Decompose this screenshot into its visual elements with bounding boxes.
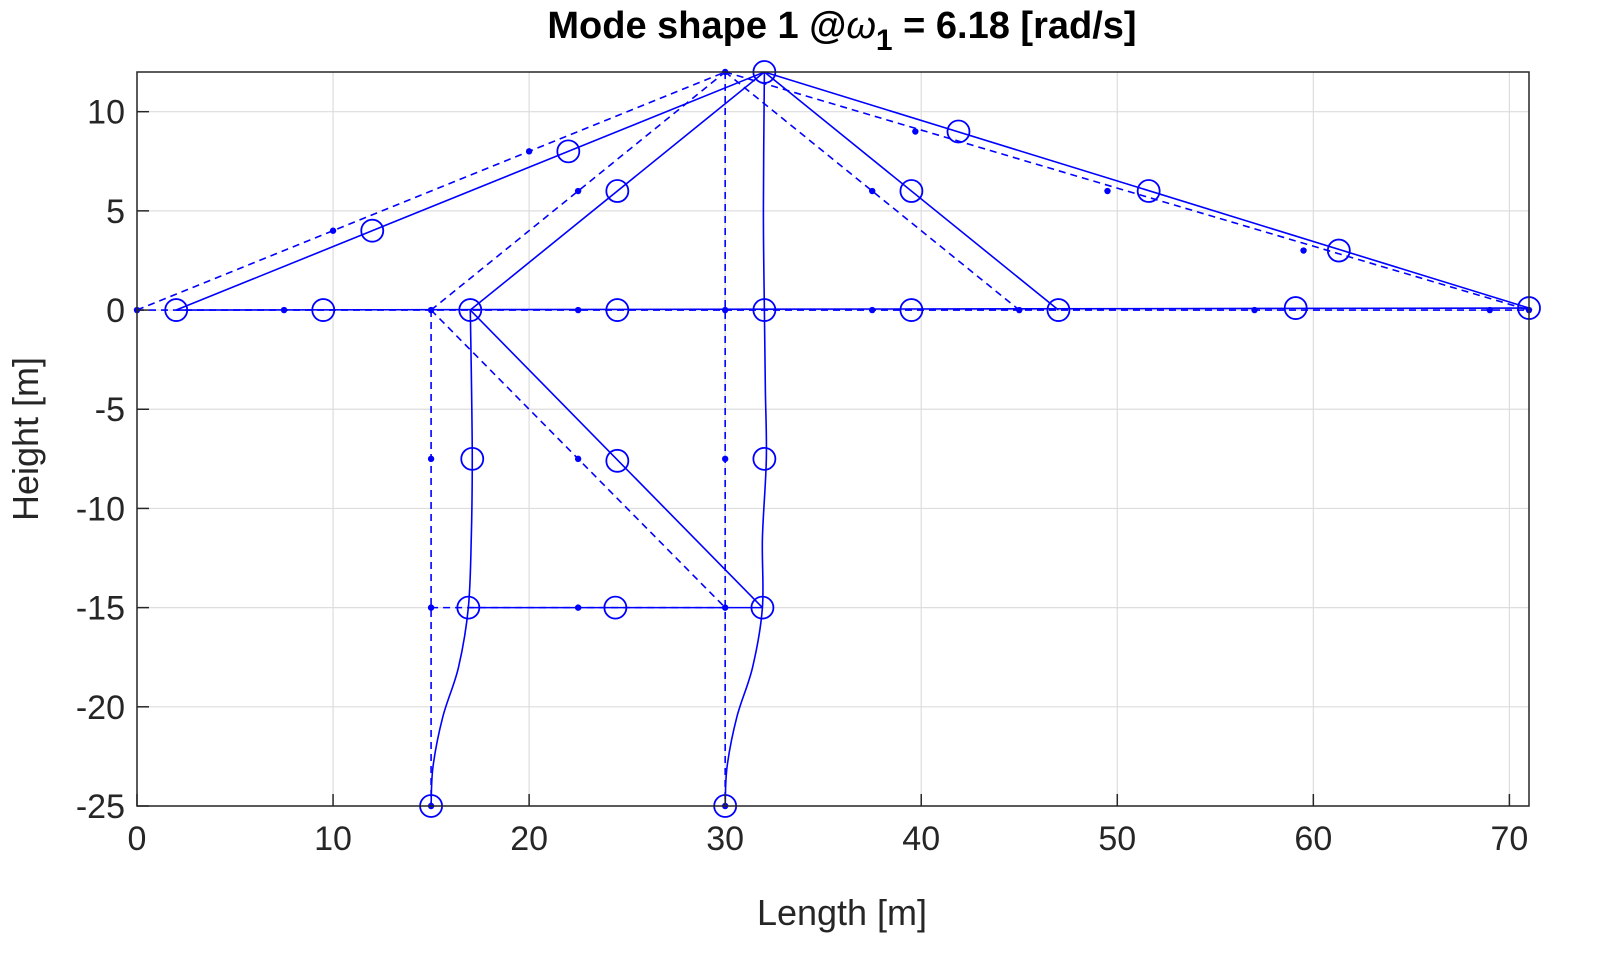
deformed-node [605, 448, 630, 473]
x-tick-label: 30 [706, 820, 744, 858]
y-tick-label: 10 [87, 94, 125, 132]
undeformed-member [136, 71, 726, 311]
deformed-node [1283, 296, 1308, 320]
undeformed-member [430, 71, 726, 311]
deformed-column-curve [724, 71, 768, 807]
y-tick-label: -5 [95, 391, 125, 429]
deformed-node [164, 298, 189, 322]
deformed-member [764, 71, 1530, 309]
x-tick-label: 50 [1098, 820, 1136, 858]
deformed-member [176, 307, 1530, 311]
undeformed-node [574, 187, 582, 195]
undeformed-node [1104, 187, 1111, 195]
undeformed-node [427, 455, 435, 463]
deformed-node [603, 595, 628, 620]
x-tick-label: 70 [1490, 820, 1528, 858]
x-tick-label: 40 [902, 820, 940, 858]
y-tick-label: -25 [76, 788, 125, 826]
x-tick-label: 20 [510, 820, 548, 858]
x-axis-label: Length [m] [757, 892, 927, 933]
y-tick-label: 0 [106, 292, 125, 330]
deformed-node [946, 119, 971, 144]
deformed-node [1326, 238, 1351, 263]
undeformed-node [329, 227, 337, 234]
deformed-node [311, 298, 336, 322]
omega-subscript: 1 [876, 24, 893, 57]
omega-symbol: ω [846, 5, 876, 47]
chart-title: Mode shape 1 @ω1 = 6.18 [rad/s] [547, 5, 1136, 57]
deformed-node [899, 179, 924, 203]
deformed-node [750, 595, 775, 620]
deformed-member [469, 71, 765, 311]
deformed-member [175, 71, 765, 311]
deformed-node [1136, 179, 1161, 203]
deformed-member [763, 71, 1059, 311]
deformed-node [458, 298, 483, 322]
undeformed-node [1300, 247, 1307, 254]
undeformed-node [427, 604, 435, 611]
deformed-node [605, 179, 630, 203]
undeformed-member [724, 71, 1530, 311]
deformed-node [752, 298, 777, 322]
deformed-node [899, 298, 924, 322]
y-tick-label: 5 [106, 193, 125, 231]
undeformed-node [1016, 306, 1023, 314]
deformed-node [456, 595, 481, 620]
deformed-node [360, 218, 385, 243]
y-tick-label: -20 [76, 689, 125, 727]
x-tick-label: 0 [128, 820, 147, 858]
x-tick-label: 60 [1294, 820, 1332, 858]
deformed-node [460, 446, 485, 471]
y-tick-label: -15 [76, 590, 125, 628]
undeformed-node [869, 306, 876, 314]
undeformed-node [525, 148, 533, 155]
undeformed-member [724, 71, 1020, 311]
deformed-node [1046, 298, 1071, 322]
deformed-structure [164, 60, 1541, 818]
deformed-column-curve [430, 310, 474, 807]
deformed-node [752, 446, 777, 471]
undeformed-node [574, 455, 582, 463]
plot-area-border [136, 71, 1530, 807]
undeformed-node [721, 306, 729, 314]
undeformed-node [912, 128, 919, 135]
deformed-node [556, 139, 581, 164]
undeformed-node [869, 187, 876, 195]
deformed-node [605, 298, 630, 322]
x-tick-label: 10 [314, 820, 352, 858]
undeformed-node [721, 455, 729, 463]
y-axis-label: Height [m] [5, 357, 46, 521]
y-tick-label: -10 [76, 490, 125, 528]
deformed-member [469, 309, 763, 609]
